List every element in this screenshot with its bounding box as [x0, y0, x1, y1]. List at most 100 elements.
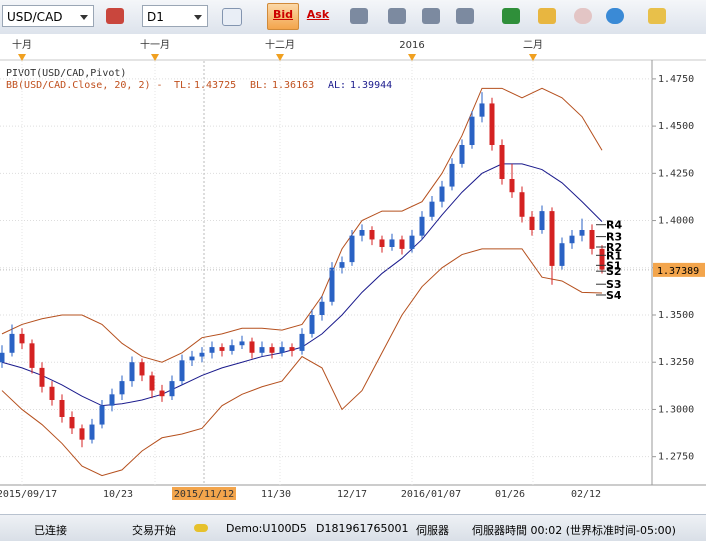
y-tick-label: 1.3250	[658, 357, 694, 368]
month-label: 二月	[523, 39, 543, 51]
date-label: 2015/09/17	[0, 489, 57, 500]
toolbar: USD/CAD D1 Bid Ask	[0, 0, 706, 35]
candle-body	[69, 417, 75, 429]
candle-body	[489, 103, 495, 145]
candle-body	[479, 103, 485, 117]
candle-body	[369, 230, 375, 240]
candle-body	[19, 333, 25, 344]
candle-body	[339, 262, 345, 268]
icon[interactable]	[538, 8, 556, 24]
candle-body	[589, 230, 595, 249]
candle-body	[59, 400, 65, 417]
candle-body	[269, 347, 275, 353]
y-tick-label: 1.3000	[658, 404, 694, 415]
server: 伺服器	[416, 524, 449, 537]
icon[interactable]	[574, 8, 592, 24]
server-time: 伺服器時間 00:02 (世界标准时间-05:00)	[472, 524, 676, 537]
candle-body	[159, 390, 165, 397]
candle-body	[509, 179, 515, 193]
candle-body	[439, 186, 445, 202]
candle-body	[99, 405, 105, 425]
connection: 已连接	[34, 524, 67, 537]
candle-body	[569, 235, 575, 244]
candle-body	[359, 230, 365, 236]
y-tick-label: 1.4250	[658, 168, 694, 179]
date-label: 11/30	[261, 489, 291, 500]
icon[interactable]	[648, 8, 666, 24]
candle-body	[309, 315, 315, 334]
candle-body	[289, 347, 295, 351]
month-label: 2016	[399, 40, 424, 51]
bl-label: BL:	[250, 80, 268, 91]
candle-body	[259, 347, 265, 353]
timeframe-select[interactable]: D1	[142, 5, 208, 27]
ask-button[interactable]: Ask	[302, 3, 334, 30]
symbol-select[interactable]: USD/CAD	[2, 5, 94, 27]
candle-body	[429, 201, 435, 217]
candle-body	[579, 230, 585, 236]
candle-body	[319, 301, 325, 315]
month-marker	[18, 54, 26, 61]
candle-body	[459, 145, 465, 164]
candle-body	[409, 235, 415, 249]
candle-body	[519, 192, 525, 217]
y-tick-label: 1.4750	[658, 74, 694, 85]
candle-body	[199, 352, 205, 357]
candle-body	[539, 211, 545, 230]
icon[interactable]	[502, 8, 520, 24]
candle-body	[229, 345, 235, 351]
bl-value: 1.36163	[272, 80, 314, 91]
month-label: 十月	[12, 38, 32, 51]
candle-body	[249, 341, 255, 353]
candle-body	[399, 239, 405, 249]
icon[interactable]	[388, 8, 406, 24]
candle-body	[149, 375, 155, 391]
candle-body	[209, 347, 215, 353]
candle-body	[29, 343, 35, 368]
icon[interactable]	[106, 8, 124, 24]
chart-bg	[0, 34, 706, 514]
icon[interactable]	[456, 8, 474, 24]
month-marker	[276, 54, 284, 61]
candle-body	[349, 235, 355, 263]
status-bar: 已连接 交易开始 Demo:U100D5 D181961765001 伺服器 伺…	[0, 514, 706, 541]
month-marker	[408, 54, 416, 61]
icon[interactable]	[222, 8, 242, 26]
y-tick-label: 1.3500	[658, 310, 694, 321]
tl-label: TL:	[174, 80, 192, 91]
candle-body	[299, 333, 305, 351]
pivot-label: R3	[606, 231, 622, 244]
account-id: D181961765001	[316, 522, 409, 535]
month-marker	[151, 54, 159, 61]
al-label: AL:	[328, 80, 346, 91]
ask-label: Ask	[306, 8, 330, 21]
icon[interactable]	[606, 8, 624, 24]
candle-body	[559, 243, 565, 266]
candle-body	[109, 394, 115, 406]
candle-body	[49, 386, 55, 400]
trading: 交易开始	[132, 524, 176, 537]
candle-body	[329, 267, 335, 302]
icon[interactable]	[422, 8, 440, 24]
icon[interactable]	[350, 8, 368, 24]
y-tick-label: 1.2750	[658, 452, 694, 463]
candle-body	[169, 381, 175, 397]
chart: PIVOT(USD/CAD,Pivot) BB(USD/CAD.Close, 2…	[0, 34, 706, 514]
candle-body	[449, 163, 455, 187]
candle-body	[379, 239, 385, 247]
pivot-label: R4	[606, 219, 622, 232]
candle-body	[419, 216, 425, 236]
account: Demo:U100D5	[226, 522, 307, 535]
icon	[194, 524, 208, 532]
bid-button[interactable]: Bid	[267, 3, 299, 30]
candle-body	[469, 116, 475, 145]
candle-body	[279, 347, 285, 353]
month-label: 十二月	[265, 38, 295, 51]
date-highlight	[172, 487, 236, 500]
band-line	[1, 248, 603, 477]
candle-body	[499, 145, 505, 179]
price-tag-label: 1.37389	[657, 266, 699, 277]
candle-body	[79, 428, 85, 440]
candle-body	[119, 381, 125, 395]
